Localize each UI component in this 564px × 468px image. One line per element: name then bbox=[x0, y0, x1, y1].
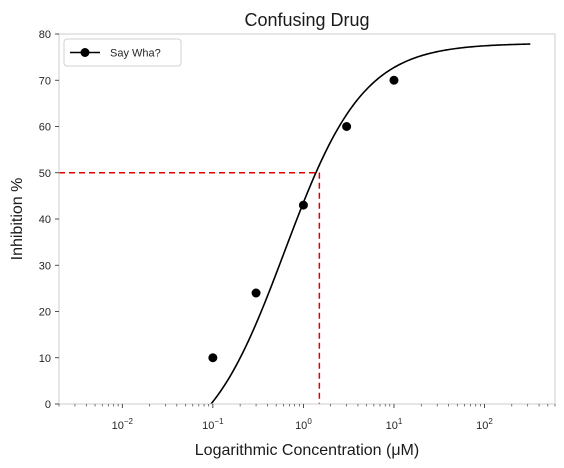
y-tick-label: 10 bbox=[39, 353, 51, 365]
y-tick-label: 40 bbox=[39, 214, 51, 226]
y-tick-label: 30 bbox=[39, 260, 51, 272]
plot-inner bbox=[59, 43, 531, 404]
fit-curve-line bbox=[209, 43, 531, 404]
x-tick-exponent: 2 bbox=[488, 417, 493, 426]
legend-box bbox=[63, 38, 182, 67]
legend-marker-swatch bbox=[80, 48, 90, 57]
x-tick-label: 10−1 bbox=[202, 417, 224, 432]
x-tick-exponent: 0 bbox=[307, 417, 312, 426]
x-tick-label: 102 bbox=[476, 417, 493, 432]
x-tick-exponent: 1 bbox=[398, 417, 403, 426]
plot-area bbox=[59, 43, 531, 404]
legend: Say Wha? bbox=[63, 38, 182, 67]
x-axis-label: Logarithmic Concentration (μM) bbox=[195, 442, 419, 459]
y-tick-label: 20 bbox=[39, 307, 51, 319]
data-point bbox=[342, 122, 352, 131]
data-point bbox=[389, 75, 399, 85]
y-tick-label: 70 bbox=[39, 75, 51, 87]
x-tick-exponent: −2 bbox=[124, 417, 134, 426]
y-axis-label: Inhibition % bbox=[9, 178, 26, 261]
x-tick-label: 100 bbox=[295, 417, 312, 432]
x-tick-exponent: −1 bbox=[214, 417, 224, 426]
y-tick-label: 60 bbox=[39, 122, 51, 134]
y-tick-label: 0 bbox=[45, 399, 51, 411]
x-tick-label: 10−2 bbox=[112, 417, 134, 432]
legend-label: Say Wha? bbox=[110, 48, 161, 60]
data-point bbox=[251, 288, 261, 298]
data-point bbox=[208, 353, 218, 363]
plot-frame bbox=[58, 33, 556, 405]
y-tick-label: 50 bbox=[39, 168, 51, 180]
data-point bbox=[298, 200, 308, 210]
chart-title: Confusing Drug bbox=[244, 10, 369, 30]
x-axis-ticks: 10−2 10−1 100 101 102 bbox=[58, 404, 556, 432]
y-tick-label: 80 bbox=[39, 29, 51, 41]
y-axis-ticks: 0 10 20 30 40 50 60 70 80 bbox=[39, 29, 59, 411]
x-tick-label: 101 bbox=[386, 417, 403, 432]
